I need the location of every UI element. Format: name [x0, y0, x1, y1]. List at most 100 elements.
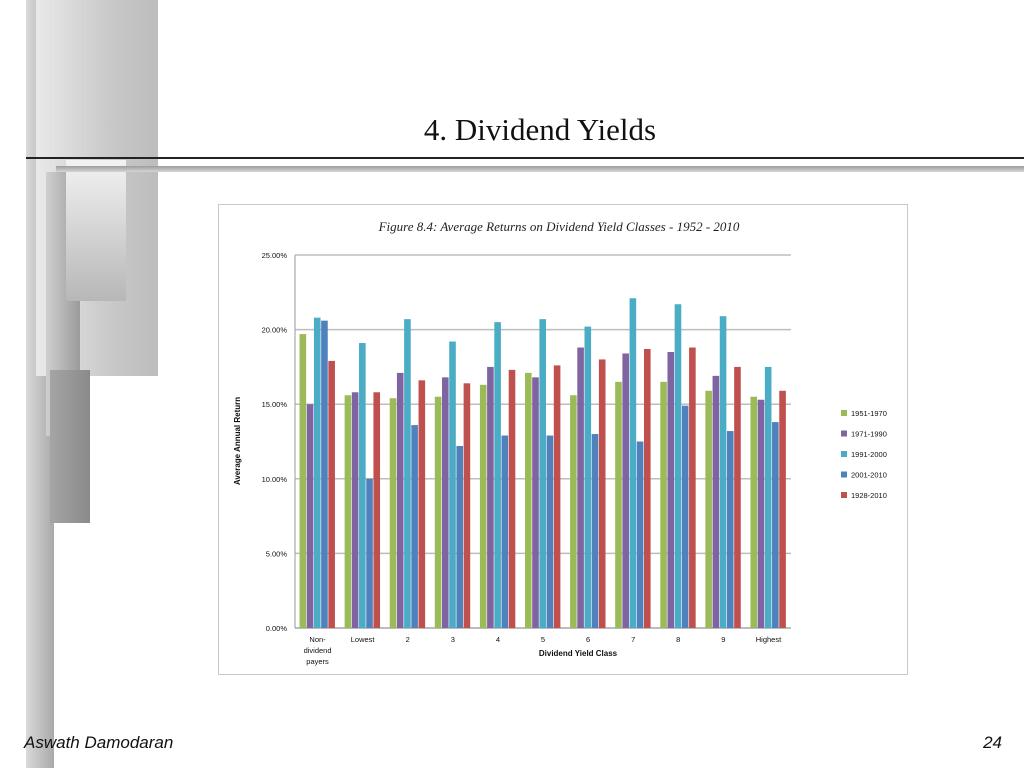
- x-tick-label: 9: [721, 635, 725, 644]
- bar: [487, 366, 494, 628]
- title-rule: [26, 157, 1024, 159]
- legend-entry: 1928-2010: [851, 491, 887, 500]
- legend-entry: 1951-1970: [851, 409, 887, 418]
- bar: [359, 343, 366, 628]
- bar: [299, 334, 307, 628]
- legend-swatch: [841, 430, 847, 437]
- bar: [772, 422, 779, 628]
- bar: [643, 348, 651, 628]
- x-axis-label: Dividend Yield Class: [539, 649, 618, 658]
- bar: [434, 396, 442, 628]
- bar: [306, 404, 314, 628]
- bar: [501, 435, 509, 628]
- bar: [389, 398, 397, 628]
- slide-title: 4. Dividend Yields: [423, 112, 657, 147]
- x-tick-label: 2: [406, 635, 410, 644]
- bar: [570, 395, 577, 628]
- bar: [366, 478, 373, 628]
- x-tick-labels: Non-dividend payers Lowest 2 3 4 5 6 7 8 9 Highest: [304, 635, 783, 666]
- y-tick-label: 20.00%: [262, 326, 288, 335]
- bar: [584, 326, 592, 628]
- bar: [660, 381, 667, 628]
- bar: [712, 375, 720, 628]
- bar: [734, 366, 741, 628]
- bar: [373, 392, 381, 628]
- x-tick-label: 6: [586, 635, 590, 644]
- x-tick-label: 5: [541, 635, 545, 644]
- y-tick-label: 15.00%: [262, 400, 288, 409]
- bar-chart: 0.00% 5.00% 10.00% 15.00% 20.00% 25.00% Non-d…: [233, 251, 887, 666]
- legend-swatch: [841, 410, 847, 416]
- bar: [479, 384, 487, 628]
- bar: [321, 320, 328, 628]
- bar: [636, 441, 644, 628]
- footer-author: Aswath Damodaran: [24, 733, 174, 752]
- y-tick-label: 5.00%: [266, 549, 288, 558]
- bar: [494, 322, 501, 628]
- y-axis-label: Average Annual Return: [233, 397, 242, 485]
- x-tick-label: 3: [451, 635, 455, 644]
- bar: [622, 353, 629, 628]
- bar: [779, 390, 786, 628]
- bar: [689, 347, 696, 628]
- chart-frame: Figure 8.4: Average Returns on Dividend …: [218, 204, 908, 675]
- decor-bar-4: [66, 160, 126, 301]
- bar: [546, 435, 554, 628]
- bar: [418, 380, 426, 628]
- x-tick-label: dividend: [304, 646, 332, 655]
- bar: [351, 392, 359, 628]
- bar: [525, 372, 532, 628]
- legend-entry: 2001-2010: [851, 471, 887, 480]
- bar: [553, 365, 561, 628]
- bar: [404, 319, 411, 628]
- bar: [719, 316, 727, 628]
- x-tick-label: Lowest: [351, 635, 376, 644]
- bar: [508, 369, 516, 628]
- title-underline-bar: [56, 166, 1024, 172]
- bar: [344, 395, 352, 628]
- y-tick-label: 10.00%: [262, 475, 288, 484]
- x-tick-label: Highest: [756, 635, 782, 644]
- bar: [577, 347, 584, 628]
- x-tick-label: 7: [631, 635, 635, 644]
- decor-bar-5: [50, 370, 90, 523]
- bar: [667, 351, 675, 628]
- y-tick-label: 25.00%: [262, 251, 288, 260]
- bar: [411, 425, 418, 628]
- x-tick-label: 8: [676, 635, 680, 644]
- legend-entry: 1971-1990: [851, 430, 887, 439]
- bar: [757, 399, 765, 628]
- legend-swatch: [841, 451, 847, 457]
- bar: [726, 431, 734, 628]
- bar: [674, 304, 682, 628]
- bar: [532, 377, 539, 628]
- bar: [615, 381, 622, 628]
- legend-swatch: [841, 492, 847, 498]
- bar: [449, 341, 456, 628]
- x-tick-label: Non-: [309, 635, 326, 644]
- bar: [328, 360, 335, 628]
- legend: 1951-1970 1971-1990 1991-2000 2001-2010 1928…: [841, 409, 887, 500]
- x-tick-label: 4: [496, 635, 500, 644]
- y-tick-label: 0.00%: [266, 624, 288, 633]
- y-tick-labels: 0.00% 5.00% 10.00% 15.00% 20.00% 25.00%: [262, 251, 288, 633]
- bar: [764, 366, 772, 628]
- bars: [299, 298, 786, 628]
- x-tick-label: payers: [306, 657, 329, 666]
- page-number: 24: [983, 733, 1002, 752]
- bar: [456, 445, 464, 628]
- bar: [313, 317, 321, 628]
- bar: [750, 396, 758, 628]
- bar: [598, 359, 606, 628]
- bar: [681, 405, 689, 628]
- chart-title: Figure 8.4: Average Returns on Dividend …: [378, 219, 740, 234]
- bar: [629, 298, 637, 628]
- legend-entry: 1991-2000: [851, 450, 887, 459]
- bar: [591, 434, 599, 628]
- bar: [705, 390, 712, 628]
- bar: [396, 372, 404, 628]
- bar: [442, 377, 449, 628]
- bar: [539, 319, 546, 628]
- bar: [463, 383, 471, 628]
- legend-swatch: [841, 471, 847, 478]
